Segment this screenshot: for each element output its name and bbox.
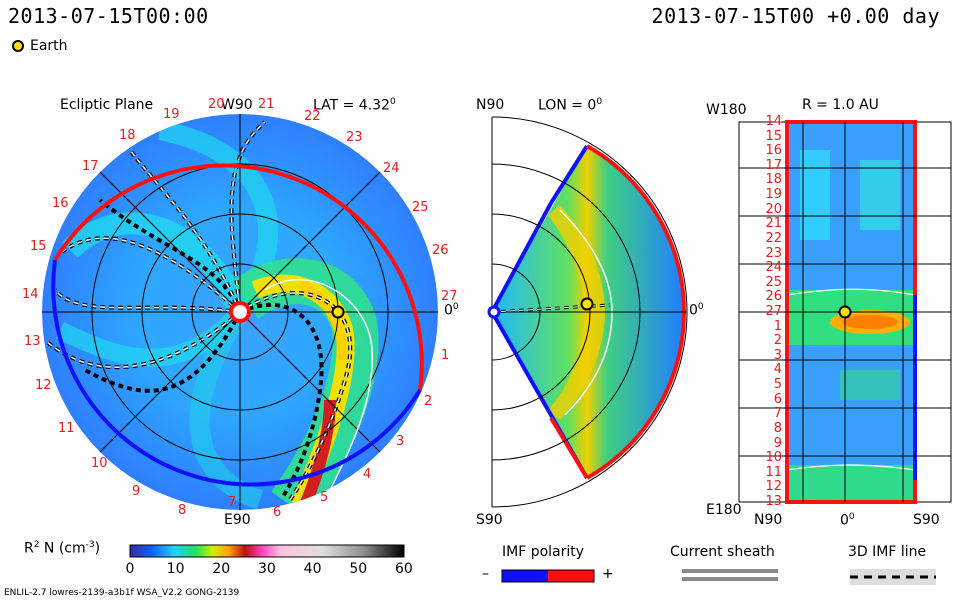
carrington-label: 23: [346, 130, 363, 145]
current-sheath-title: Current sheath: [670, 544, 775, 560]
radial-y-label: 6: [773, 391, 782, 407]
imf-plus-label: +: [602, 566, 614, 582]
carrington-label: 2: [424, 394, 433, 409]
radial-y-label: 23: [765, 245, 782, 261]
ecliptic-title: Ecliptic Plane: [60, 97, 154, 113]
radial-y-label: 27: [765, 304, 782, 319]
colorbar-tick-label: 20: [212, 561, 231, 577]
carrington-label: 1: [441, 348, 450, 363]
colorbar-tick-label: 40: [303, 561, 322, 577]
radial-y-label: 17: [765, 157, 782, 173]
earth-marker-meridional: [580, 297, 594, 311]
radial-y-label: 7: [773, 406, 782, 422]
imf-polarity-ring-negative: [51, 259, 422, 487]
radial-y-label: 21: [765, 216, 782, 232]
model-info: ENLIL-2.7 lowres-2139-a3b1f WSA_V2.2 GON…: [4, 588, 240, 598]
radial-y-label: 2: [773, 333, 782, 349]
radial-y-label: 14: [765, 114, 782, 129]
radial-y-label: 15: [765, 128, 782, 144]
carrington-label: 4: [363, 467, 372, 482]
earth-marker-ecliptic: [331, 305, 345, 319]
earth-marker-radial: [838, 305, 852, 319]
radial-y-label: 9: [773, 435, 782, 451]
colorbar-tick-label: 0: [125, 561, 135, 577]
radial-y-label: 13: [765, 494, 782, 509]
carrington-label: 20: [208, 97, 225, 112]
radial-y-label: 18: [765, 172, 782, 188]
radial-panel: [738, 120, 952, 504]
carrington-label: 21: [258, 97, 275, 112]
radial-x-label: 00: [840, 512, 855, 529]
earth-legend-icon: [12, 40, 24, 52]
right-timestamp: 2013-07-15T00 +0.00 day: [651, 4, 940, 28]
carrington-label: 24: [383, 161, 400, 176]
carrington-label: 14: [22, 287, 39, 302]
radial-y-label: 20: [765, 201, 782, 217]
carrington-label: 11: [58, 421, 75, 436]
carrington-label: 27: [441, 289, 458, 304]
imf-positive-swatch: [548, 570, 594, 582]
radial-y-label: 25: [765, 274, 782, 290]
sun-marker: [229, 301, 251, 323]
radial-y-label: 24: [765, 260, 782, 276]
ecliptic-top-label: W90: [221, 97, 253, 113]
carrington-label: 25: [412, 200, 429, 215]
radial-y-label: 1: [773, 318, 782, 334]
meridional-lon-label: LON = 00: [538, 97, 603, 114]
carrington-label: 12: [35, 378, 52, 393]
radial-y-label: 5: [773, 377, 782, 393]
colorbar: [129, 544, 405, 558]
carrington-label: 10: [91, 456, 108, 471]
earth-legend-label: Earth: [30, 38, 68, 54]
radial-title: R = 1.0 AU: [802, 97, 879, 113]
carrington-label: 8: [178, 503, 187, 518]
radial-y-label: 12: [765, 479, 782, 495]
carrington-label: 5: [320, 490, 329, 505]
meridional-right-label: 00: [689, 302, 704, 319]
radial-y-label: 10: [765, 450, 782, 466]
carrington-label: 15: [30, 239, 47, 254]
ecliptic-bottom-label: E90: [224, 512, 251, 528]
left-timestamp: 2013-07-15T00:00: [8, 4, 209, 28]
imf-minus-label: –: [482, 566, 489, 582]
imf-polarity-title: IMF polarity: [502, 544, 585, 560]
ecliptic-right-label: 00: [444, 302, 459, 319]
meridional-bottom-label: S90: [476, 512, 503, 528]
colorbar-tick-label: 50: [349, 561, 368, 577]
carrington-label: 7: [228, 495, 237, 510]
carrington-label: 26: [432, 243, 449, 258]
imf-polarity-ring-positive: [53, 163, 424, 391]
carrington-label: 6: [273, 505, 282, 520]
colorbar-tick-label: 10: [166, 561, 185, 577]
radial-bottom-left-label: E180: [706, 502, 742, 518]
radial-y-label: 26: [765, 289, 782, 305]
radial-y-label: 22: [765, 230, 782, 246]
colorbar-tick-label: 60: [395, 561, 413, 577]
meridional-top-label: N90: [476, 97, 505, 113]
radial-y-label: 3: [773, 347, 782, 363]
carrington-label: 16: [52, 196, 69, 211]
radial-y-label: 4: [773, 362, 782, 378]
carrington-label: 3: [396, 434, 405, 449]
radial-y-label: 11: [765, 464, 782, 480]
radial-x-label: S90: [913, 512, 940, 528]
radial-y-label: 16: [765, 143, 782, 159]
carrington-label: 19: [163, 107, 180, 122]
imf-negative-swatch: [502, 570, 548, 582]
imf-line-title: 3D IMF line: [848, 544, 927, 560]
carrington-label: 18: [119, 128, 136, 143]
carrington-label: 9: [132, 484, 141, 499]
meridional-plane: [487, 116, 688, 508]
carrington-label: 13: [24, 334, 41, 349]
colorbar-tick-label: 30: [258, 561, 276, 577]
radial-x-label: N90: [754, 512, 783, 528]
radial-top-left-label: W180: [706, 102, 747, 118]
ecliptic-lat-label: LAT = 4.320: [313, 97, 396, 114]
carrington-label: 22: [304, 109, 321, 124]
radial-y-label: 8: [773, 420, 782, 436]
carrington-label: 17: [82, 159, 99, 174]
colorbar-label: R2 N (cm-3): [24, 540, 101, 557]
radial-y-label: 19: [765, 187, 782, 203]
